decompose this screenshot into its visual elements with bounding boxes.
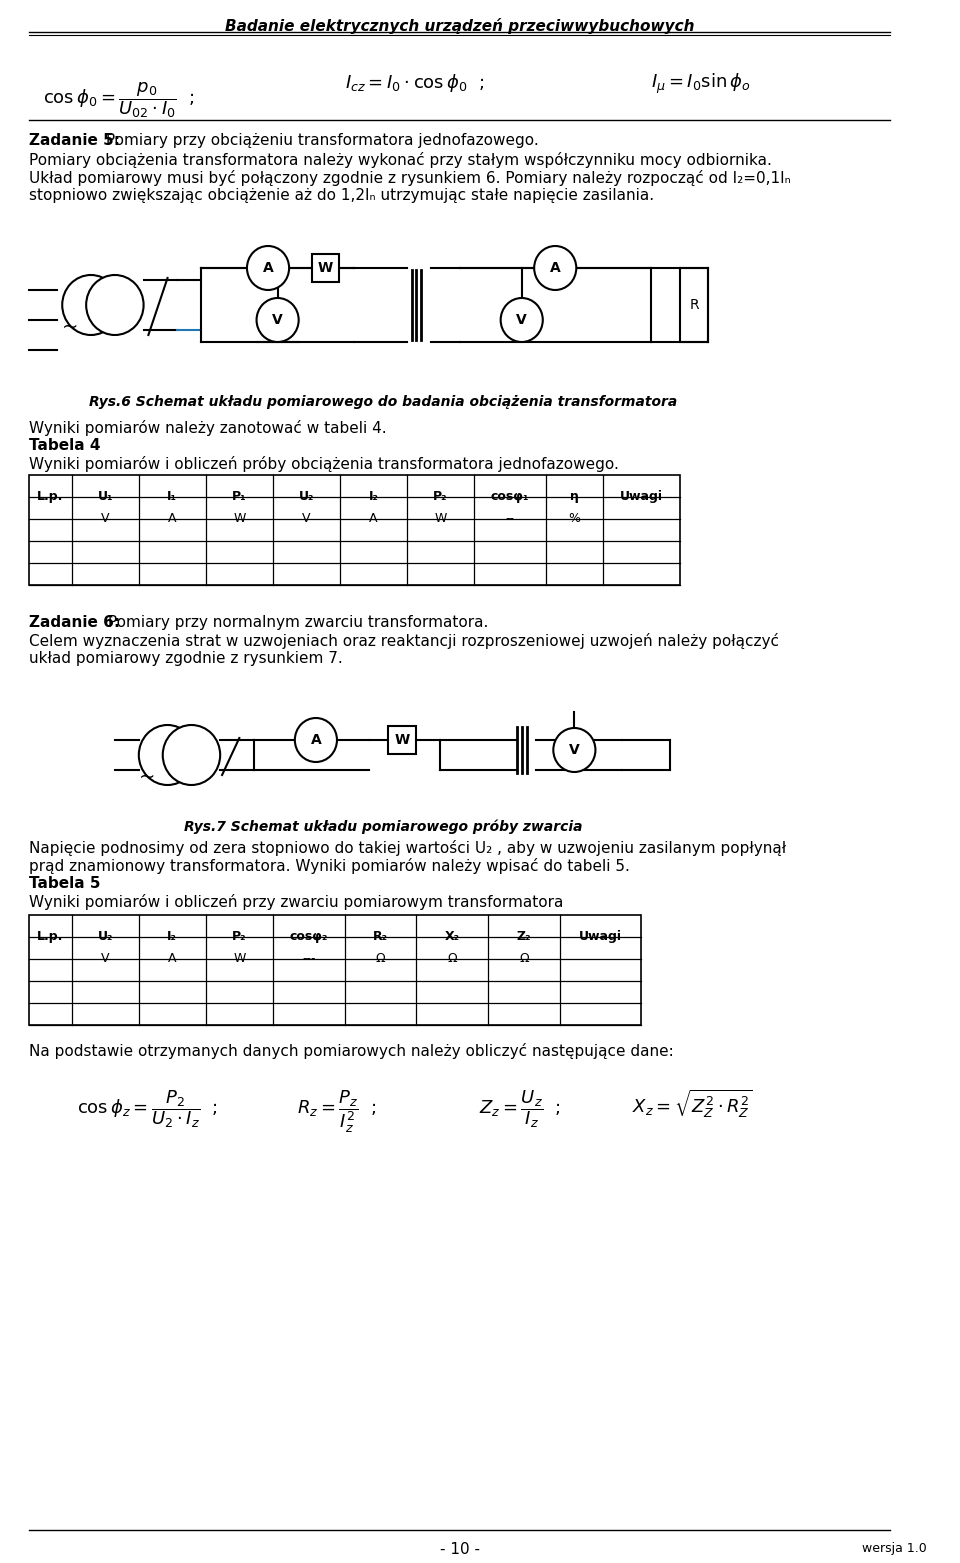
Text: ---: --- xyxy=(302,952,316,966)
Text: V: V xyxy=(101,513,109,525)
Text: Tabela 5: Tabela 5 xyxy=(29,875,100,891)
Text: Z₂: Z₂ xyxy=(516,930,532,944)
Text: Na podstawie otrzymanych danych pomiarowych należy obliczyć następujące dane:: Na podstawie otrzymanych danych pomiarow… xyxy=(29,1043,674,1060)
Text: P₁: P₁ xyxy=(232,491,247,503)
Circle shape xyxy=(163,725,220,785)
Circle shape xyxy=(295,717,337,763)
Text: $I_{\mu} = I_0 \sin\phi_o$: $I_{\mu} = I_0 \sin\phi_o$ xyxy=(651,72,751,97)
Text: I₂: I₂ xyxy=(167,930,178,944)
Text: Układ pomiarowy musi być połączony zgodnie z rysunkiem 6. Pomiary należy rozpocz: Układ pomiarowy musi być połączony zgodn… xyxy=(29,170,790,186)
Text: Rys.6 Schemat układu pomiarowego do badania obciążenia transformatora: Rys.6 Schemat układu pomiarowego do bada… xyxy=(88,395,677,410)
Text: stopniowo zwiększając obciążenie aż do 1,2Iₙ utrzymując stałe napięcie zasilania: stopniowo zwiększając obciążenie aż do 1… xyxy=(29,188,654,203)
Text: $X_z = \sqrt{Z_Z^2 \cdot R_Z^2}$: $X_z = \sqrt{Z_Z^2 \cdot R_Z^2}$ xyxy=(632,1088,753,1121)
Text: V: V xyxy=(516,313,527,327)
Text: Celem wyznaczenia strat w uzwojeniach oraz reaktancji rozproszeniowej uzwojeń na: Celem wyznaczenia strat w uzwojeniach or… xyxy=(29,633,779,649)
Text: Tabela 4: Tabela 4 xyxy=(29,438,100,453)
Text: $I_{cz} = I_0 \cdot \cos\phi_0$  ;: $I_{cz} = I_0 \cdot \cos\phi_0$ ; xyxy=(345,72,484,94)
Circle shape xyxy=(256,299,299,342)
Circle shape xyxy=(534,245,576,291)
Text: P₂: P₂ xyxy=(433,491,447,503)
Text: Pomiary przy obciążeniu transformatora jednofazowego.: Pomiary przy obciążeniu transformatora j… xyxy=(101,133,539,148)
Text: Wyniki pomiarów należy zanotować w tabeli 4.: Wyniki pomiarów należy zanotować w tabel… xyxy=(29,420,386,436)
Circle shape xyxy=(553,728,595,772)
Text: V: V xyxy=(569,742,580,756)
Text: $Z_z = \dfrac{U_z}{I_z}$  ;: $Z_z = \dfrac{U_z}{I_z}$ ; xyxy=(479,1088,561,1130)
Bar xyxy=(388,725,417,753)
Text: Ω: Ω xyxy=(447,952,457,966)
Text: - 10 -: - 10 - xyxy=(440,1543,479,1557)
Text: układ pomiarowy zgodnie z rysunkiem 7.: układ pomiarowy zgodnie z rysunkiem 7. xyxy=(29,652,343,666)
Text: wersja 1.0: wersja 1.0 xyxy=(861,1543,926,1555)
Text: U₁: U₁ xyxy=(98,491,113,503)
Text: Ω: Ω xyxy=(375,952,385,966)
Text: prąd znamionowy transformatora. Wyniki pomiarów należy wpisać do tabeli 5.: prąd znamionowy transformatora. Wyniki p… xyxy=(29,858,630,874)
Text: Pomiary obciążenia transformatora należy wykonać przy stałym współczynniku mocy : Pomiary obciążenia transformatora należy… xyxy=(29,152,772,167)
Text: Pomiary przy normalnym zwarciu transformatora.: Pomiary przy normalnym zwarciu transform… xyxy=(104,614,489,630)
Text: W: W xyxy=(318,261,333,275)
Text: Napięcie podnosimy od zera stopniowo do takiej wartości U₂ , aby w uzwojeniu zas: Napięcie podnosimy od zera stopniowo do … xyxy=(29,839,786,857)
Text: η: η xyxy=(570,491,579,503)
Circle shape xyxy=(86,275,144,334)
Text: W: W xyxy=(395,733,410,747)
Bar xyxy=(29,914,641,1025)
Text: W: W xyxy=(233,513,246,525)
Text: V: V xyxy=(273,313,283,327)
Text: U₂: U₂ xyxy=(98,930,113,944)
Text: A: A xyxy=(550,261,561,275)
Text: $R_z = \dfrac{P_z}{I_z^2}$  ;: $R_z = \dfrac{P_z}{I_z^2}$ ; xyxy=(297,1088,376,1135)
Text: %: % xyxy=(568,513,581,525)
Text: ~: ~ xyxy=(62,317,79,338)
Text: A: A xyxy=(168,513,177,525)
Text: A: A xyxy=(168,952,177,966)
Bar xyxy=(680,267,708,342)
Text: W: W xyxy=(233,952,246,966)
Text: X₂: X₂ xyxy=(444,930,460,944)
Circle shape xyxy=(139,725,196,785)
Text: A: A xyxy=(369,513,377,525)
Text: Zadanie 6:: Zadanie 6: xyxy=(29,614,120,630)
Text: P₂: P₂ xyxy=(232,930,247,944)
Text: Badanie elektrycznych urządzeń przeciwwybuchowych: Badanie elektrycznych urządzeń przeciwwy… xyxy=(225,19,694,34)
Circle shape xyxy=(247,245,289,291)
Text: Ω: Ω xyxy=(519,952,529,966)
Text: I₁: I₁ xyxy=(167,491,178,503)
Text: $\cos\phi_z = \dfrac{P_2}{U_2 \cdot I_z}$  ;: $\cos\phi_z = \dfrac{P_2}{U_2 \cdot I_z}… xyxy=(77,1088,217,1130)
Text: I₂: I₂ xyxy=(369,491,378,503)
Text: Uwagi: Uwagi xyxy=(620,491,663,503)
Circle shape xyxy=(501,299,542,342)
Circle shape xyxy=(62,275,120,334)
Text: R: R xyxy=(689,299,699,313)
Text: R₂: R₂ xyxy=(373,930,388,944)
Text: $\cos\phi_0 = \dfrac{p_0}{U_{02} \cdot I_0}$  ;: $\cos\phi_0 = \dfrac{p_0}{U_{02} \cdot I… xyxy=(43,80,195,120)
Text: L.p.: L.p. xyxy=(37,930,63,944)
Text: V: V xyxy=(101,952,109,966)
Text: Wyniki pomiarów i obliczeń przy zwarciu pomiarowym transformatora: Wyniki pomiarów i obliczeń przy zwarciu … xyxy=(29,894,564,910)
Text: --: -- xyxy=(505,513,515,525)
Text: Rys.7 Schemat układu pomiarowego próby zwarcia: Rys.7 Schemat układu pomiarowego próby z… xyxy=(183,821,582,835)
Text: V: V xyxy=(302,513,311,525)
Text: U₂: U₂ xyxy=(299,491,314,503)
Bar xyxy=(312,255,339,281)
Text: L.p.: L.p. xyxy=(37,491,63,503)
Text: Uwagi: Uwagi xyxy=(579,930,622,944)
Text: A: A xyxy=(310,733,322,747)
Text: Zadanie 5:: Zadanie 5: xyxy=(29,133,120,148)
Text: A: A xyxy=(263,261,274,275)
Text: W: W xyxy=(434,513,446,525)
Text: Wyniki pomiarów i obliczeń próby obciążenia transformatora jednofazowego.: Wyniki pomiarów i obliczeń próby obciąże… xyxy=(29,456,618,472)
Text: ~: ~ xyxy=(139,767,156,788)
Text: cosφ₁: cosφ₁ xyxy=(491,491,529,503)
Text: cosφ₂: cosφ₂ xyxy=(290,930,328,944)
Bar xyxy=(29,475,680,585)
